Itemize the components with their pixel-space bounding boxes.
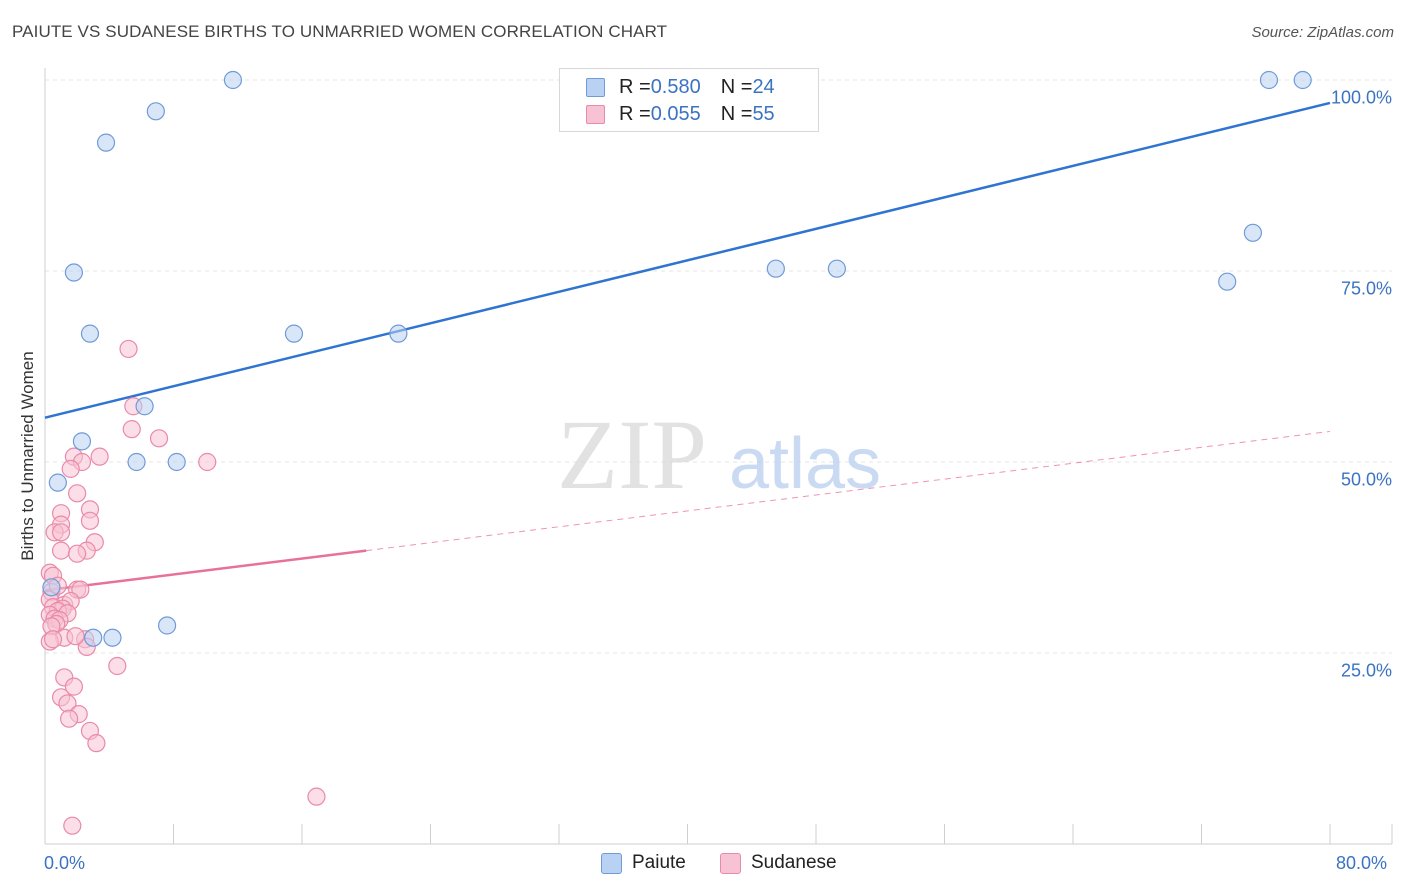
y-tick-label-75: 75.0%: [1340, 278, 1392, 299]
chart-title: PAIUTE VS SUDANESE BIRTHS TO UNMARRIED W…: [12, 22, 668, 41]
paiute-point-4: [1293, 70, 1312, 90]
sudanese-point-51: [43, 630, 63, 649]
paiute-point-22: [103, 628, 122, 647]
paiute-point-16: [72, 432, 92, 451]
paiute-point-19: [48, 473, 67, 492]
sudanese-point-9: [68, 484, 87, 503]
paiute-point-20: [42, 578, 61, 597]
paiute-point-8: [766, 259, 785, 278]
legend-r-label: R =: [619, 102, 651, 125]
trend-line-paiute: [44, 101, 1331, 419]
paiute-point-17: [127, 452, 146, 472]
paiute-legend-swatch: [601, 852, 622, 874]
sudanese-point-19: [68, 544, 87, 563]
paiute-point-23: [157, 616, 177, 635]
paiute-point-21: [84, 628, 103, 647]
sudanese-point-46: [59, 709, 79, 728]
axes: [44, 68, 1393, 845]
sudanese-point-48: [87, 734, 106, 753]
paiute-point-7: [64, 263, 84, 282]
legend-n-label: N =: [720, 75, 753, 98]
paiute-point-13: [284, 324, 304, 343]
paiute-point-18: [167, 452, 186, 472]
legend-item-sudanese[interactable]: Sudanese: [720, 852, 837, 874]
stats-legend: R = 0.580 N = 24 R = 0.055 N = 55: [559, 68, 819, 132]
source-label: Source: ZipAtlas.com: [1251, 24, 1394, 41]
series-legend: Paiute Sudanese: [0, 852, 1406, 876]
legend-item-paiute[interactable]: Paiute: [601, 852, 686, 874]
sudanese-point-5: [90, 447, 109, 466]
sudanese-point-40: [108, 656, 127, 676]
y-tick-label-25: 25.0%: [1340, 660, 1392, 681]
sudanese-point-15: [51, 523, 71, 542]
sudanese-point-49: [307, 787, 326, 806]
sudanese-point-50: [63, 816, 82, 835]
trend-line-sudanese: [44, 549, 367, 592]
legend-label-paiute: Paiute: [632, 852, 686, 873]
paiute-swatch: [586, 77, 605, 97]
sudanese-legend-swatch: [720, 852, 741, 874]
y-tick-label-50: 50.0%: [1340, 469, 1392, 490]
data-points: [40, 70, 1312, 835]
legend-n-label: N =: [720, 102, 753, 125]
sudanese-point-13: [80, 511, 100, 530]
sudanese-point-17: [51, 541, 71, 560]
legend-row-sudanese: R = 0.055 N = 55: [586, 101, 775, 127]
x-tick-label-min: 0.0%: [44, 853, 86, 873]
paiute-point-9: [827, 259, 846, 278]
sudanese-point-3: [149, 429, 169, 448]
sudanese-point-4: [198, 452, 217, 472]
trend-line-extension-sudanese: [366, 430, 1331, 552]
watermark-atlas: atlas: [729, 424, 881, 504]
legend-r-label: R =: [619, 75, 651, 98]
paiute-point-5: [146, 102, 165, 121]
legend-n-value: 24: [752, 75, 775, 98]
legend-row-paiute: R = 0.580 N = 24: [586, 74, 775, 100]
sudanese-point-54: [66, 627, 85, 646]
paiute-point-11: [1218, 272, 1237, 291]
y-tick-label-100: 100.0%: [1330, 87, 1392, 108]
legend-n-value: 55: [752, 102, 775, 125]
trend-lines: [44, 101, 1331, 592]
paiute-point-0: [223, 70, 243, 90]
sudanese-point-8: [61, 459, 80, 478]
grid-lines: [45, 79, 1392, 654]
paiute-point-15: [135, 397, 154, 416]
legend-label-sudanese: Sudanese: [751, 852, 837, 873]
legend-r-value: 0.055: [650, 102, 701, 125]
sudanese-swatch: [586, 104, 605, 124]
paiute-point-12: [80, 324, 100, 343]
legend-r-value: 0.580: [650, 75, 701, 98]
paiute-point-10: [1243, 223, 1263, 242]
sudanese-point-0: [119, 339, 138, 359]
paiute-point-3: [1259, 70, 1279, 90]
watermark-zip: ZIP: [557, 399, 707, 510]
sudanese-point-42: [64, 677, 84, 696]
x-tick-label-max: 80.0%: [1336, 853, 1388, 873]
paiute-point-14: [389, 324, 408, 343]
watermark: ZIP atlas: [557, 399, 881, 510]
sudanese-point-2: [122, 420, 141, 439]
paiute-point-6: [96, 133, 116, 152]
